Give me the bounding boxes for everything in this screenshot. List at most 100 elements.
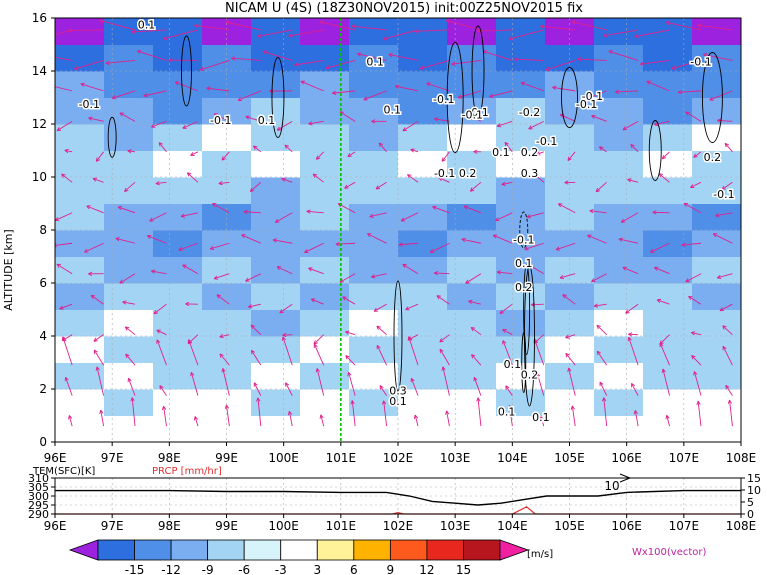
- wind-vector: [137, 50, 167, 61]
- shade-cell: [300, 124, 350, 151]
- wind-vector-head: [564, 180, 569, 185]
- wind-vector: [378, 142, 387, 153]
- wind-vector-head: [470, 326, 476, 332]
- wind-vector: [571, 405, 576, 427]
- wind-vector-head: [469, 187, 475, 192]
- wind-vector-head: [595, 187, 601, 193]
- shade-cell: [496, 177, 546, 204]
- wind-vector-head: [294, 62, 299, 67]
- wind-vector: [117, 206, 136, 214]
- wind-vector-head: [281, 177, 286, 182]
- wind-vector-head: [410, 377, 415, 383]
- wind-vector: [587, 234, 607, 244]
- wind-vector: [591, 273, 607, 283]
- wind-vector: [509, 405, 513, 427]
- wind-vector-head: [56, 263, 61, 268]
- wind-vector: [122, 301, 136, 305]
- shade-cell: [594, 150, 644, 178]
- wind-vector-head: [526, 214, 531, 219]
- wind-vector-head: [149, 217, 154, 222]
- wind-vector: [248, 303, 261, 308]
- wind-vector: [722, 346, 733, 366]
- wind-vector-head: [199, 66, 205, 71]
- wind-vector-head: [528, 125, 533, 130]
- shade-cell: [55, 44, 105, 72]
- wind-vector-head: [93, 337, 98, 342]
- colorbar-box: [207, 539, 245, 561]
- shade-cell: [153, 362, 203, 390]
- shade-cell: [104, 309, 154, 337]
- shade-cell: [643, 124, 693, 151]
- contour-label: -0.1: [467, 106, 488, 119]
- wind-vector-head: [429, 249, 435, 253]
- sub-x-tick-label: 105E: [554, 519, 585, 533]
- shade-cell: [300, 362, 350, 390]
- wind-vector-head: [716, 274, 722, 280]
- contour-label: 0.2: [704, 151, 722, 164]
- wind-vector: [471, 354, 482, 366]
- wind-vector: [558, 203, 576, 214]
- shade-cell: [104, 177, 154, 204]
- temperature-line: [55, 489, 741, 506]
- wind-vector: [630, 144, 639, 153]
- shade-cell: [398, 256, 448, 284]
- wind-vector: [216, 294, 230, 305]
- wind-vector-head: [319, 20, 325, 25]
- wind-vector-head: [325, 65, 330, 70]
- sub-x-tick-label: 106E: [611, 519, 642, 533]
- wind-vector: [55, 242, 73, 246]
- contour-label: -0.1: [210, 114, 231, 127]
- wind-vector-head: [281, 336, 286, 341]
- wind-vector: [284, 144, 293, 153]
- wind-vector-head: [285, 382, 290, 387]
- wind-vector-head: [471, 354, 476, 359]
- shade-cell: [202, 203, 252, 231]
- wind-vector-head: [677, 89, 683, 95]
- colorbar-max-triangle: [499, 539, 530, 561]
- wind-vector: [577, 58, 607, 61]
- shade-cell: [349, 415, 399, 442]
- shade-cell: [55, 230, 105, 257]
- shade-cell: [643, 336, 693, 363]
- wind-vector-head: [532, 172, 538, 177]
- shade-cell: [594, 309, 644, 337]
- sub-right-tick-label: 15: [747, 472, 761, 485]
- shade-cell: [643, 309, 693, 337]
- wind-vector: [499, 303, 513, 314]
- wind-vector-head: [697, 23, 702, 28]
- shade-cell: [104, 256, 154, 284]
- shade-cell: [202, 283, 252, 310]
- wind-vector: [540, 416, 545, 427]
- shade-cell: [692, 415, 741, 442]
- wind-vector-head: [351, 24, 356, 29]
- contour-label: 0.2: [515, 281, 533, 294]
- wind-vector-head: [630, 143, 635, 149]
- wind-vector: [559, 273, 576, 279]
- contour-line: [393, 280, 403, 392]
- wind-vector-head: [596, 350, 601, 356]
- wind-vector-head: [627, 178, 632, 183]
- wind-vector: [652, 211, 670, 214]
- shade-cell: [496, 97, 546, 125]
- shade-cell: [104, 283, 154, 310]
- wind-vector-head: [463, 205, 468, 210]
- colorbar-box: [243, 539, 282, 561]
- wind-vector-head: [715, 213, 720, 218]
- wind-vector: [131, 397, 136, 427]
- wind-vector-head: [282, 332, 287, 338]
- wind-vector: [622, 120, 639, 131]
- shade-cell: [447, 362, 497, 390]
- shade-cell: [692, 44, 741, 72]
- wind-vector: [719, 303, 733, 312]
- wind-vector: [436, 295, 450, 305]
- wind-vector: [253, 145, 262, 153]
- wind-vector: [482, 50, 513, 61]
- wind-vector: [434, 118, 450, 122]
- wind-vector-head: [562, 294, 567, 299]
- wind-vector: [562, 294, 576, 305]
- wind-vector-head: [438, 177, 443, 182]
- wind-vector: [432, 206, 450, 214]
- wind-vector: [683, 202, 702, 214]
- wind-vector: [715, 212, 733, 217]
- wind-vector: [661, 151, 670, 160]
